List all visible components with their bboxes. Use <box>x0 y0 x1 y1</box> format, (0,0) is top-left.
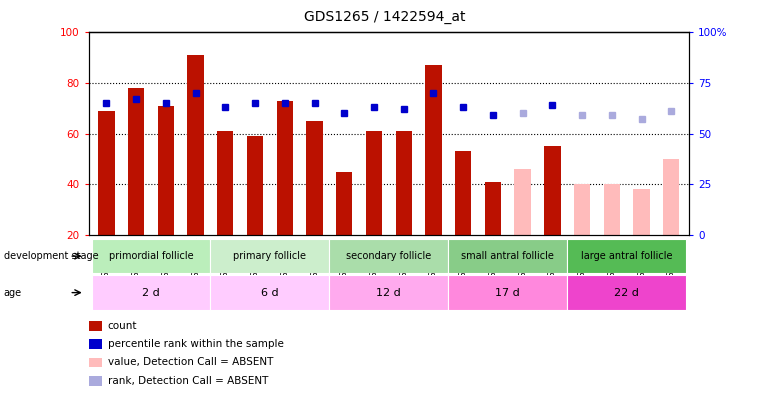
Bar <box>99 111 115 235</box>
Text: percentile rank within the sample: percentile rank within the sample <box>108 339 283 349</box>
Bar <box>187 55 204 235</box>
Text: 12 d: 12 d <box>377 288 401 298</box>
Bar <box>366 131 382 235</box>
Bar <box>604 184 620 235</box>
Bar <box>448 275 567 310</box>
Text: value, Detection Call = ABSENT: value, Detection Call = ABSENT <box>108 358 273 367</box>
Bar <box>396 131 412 235</box>
Text: GDS1265 / 1422594_at: GDS1265 / 1422594_at <box>304 10 466 24</box>
Bar <box>544 146 561 235</box>
Bar <box>276 101 293 235</box>
Text: 22 d: 22 d <box>614 288 639 298</box>
Text: primary follicle: primary follicle <box>233 251 306 261</box>
Bar <box>217 131 233 235</box>
Bar <box>210 239 330 273</box>
Text: rank, Detection Call = ABSENT: rank, Detection Call = ABSENT <box>108 376 268 386</box>
Text: development stage: development stage <box>4 251 99 261</box>
Bar <box>247 136 263 235</box>
Bar <box>306 121 323 235</box>
Text: 2 d: 2 d <box>142 288 160 298</box>
Text: 17 d: 17 d <box>495 288 521 298</box>
Bar <box>448 239 567 273</box>
Bar <box>92 239 210 273</box>
Text: small antral follicle: small antral follicle <box>461 251 554 261</box>
Bar <box>514 169 531 235</box>
Bar <box>425 65 442 235</box>
Bar <box>336 172 353 235</box>
Bar <box>158 106 174 235</box>
Text: 6 d: 6 d <box>261 288 279 298</box>
Text: secondary follicle: secondary follicle <box>346 251 431 261</box>
Bar <box>210 275 330 310</box>
Bar <box>567 275 686 310</box>
Bar <box>567 239 686 273</box>
Text: large antral follicle: large antral follicle <box>581 251 672 261</box>
Bar <box>330 275 448 310</box>
Bar <box>485 182 501 235</box>
Bar <box>634 190 650 235</box>
Bar <box>574 184 591 235</box>
Bar <box>663 159 679 235</box>
Bar <box>128 88 144 235</box>
Bar <box>330 239 448 273</box>
Text: age: age <box>4 288 22 298</box>
Text: primordial follicle: primordial follicle <box>109 251 193 261</box>
Text: count: count <box>108 321 137 331</box>
Bar <box>455 151 471 235</box>
Bar <box>92 275 210 310</box>
